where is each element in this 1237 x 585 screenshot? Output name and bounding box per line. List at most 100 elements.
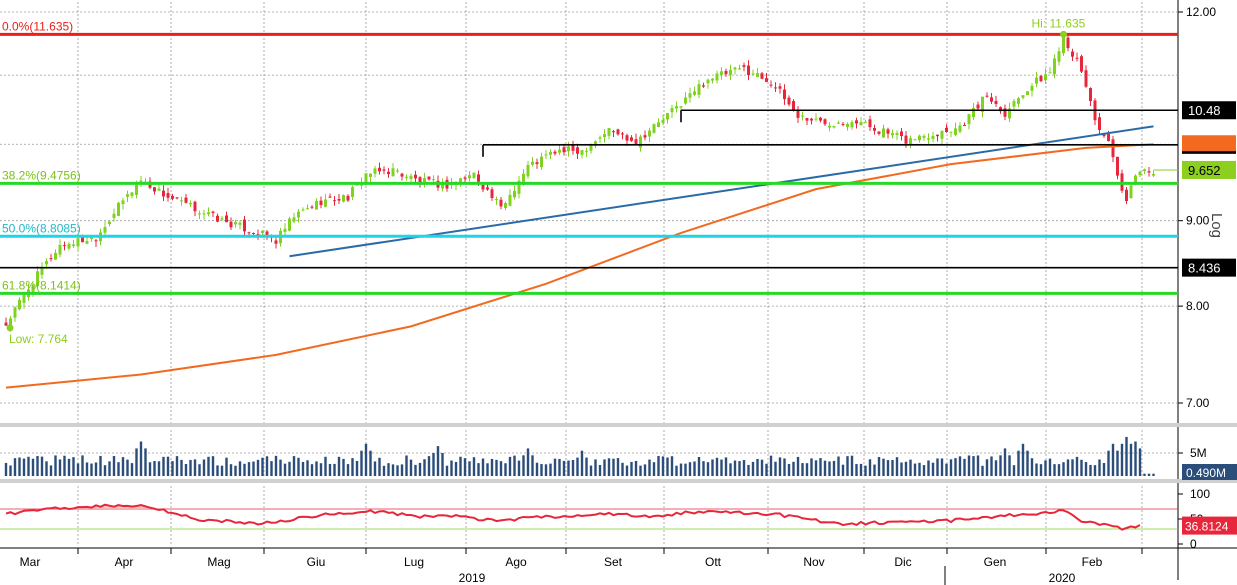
volume-bar [117, 462, 120, 476]
candle-body [1048, 72, 1052, 74]
volume-bar [112, 456, 116, 476]
volume-bar [157, 461, 161, 476]
candle [463, 175, 467, 183]
volume-bar [567, 460, 570, 476]
candle [166, 187, 170, 202]
candle [612, 129, 615, 138]
candle-body [580, 150, 584, 155]
candle-body [967, 114, 971, 125]
log-scale-label: Log [1208, 213, 1225, 238]
candle-body [306, 208, 309, 210]
volume-bar [580, 450, 584, 476]
candle-body [490, 189, 494, 198]
candle [1120, 169, 1124, 194]
candle [4, 317, 8, 326]
candle-body [810, 118, 813, 121]
candle-body [535, 162, 539, 164]
candle-body [342, 195, 345, 202]
candle [711, 77, 714, 84]
candle-body [63, 245, 66, 247]
candle [49, 253, 53, 262]
candle-body [112, 213, 116, 219]
volume-bar [1075, 456, 1079, 476]
candle [1138, 170, 1142, 178]
volume-bar [292, 456, 296, 476]
candle [760, 71, 764, 80]
volume-bar [319, 463, 323, 476]
volume-tag-box [1182, 464, 1237, 480]
volume-bar [747, 464, 750, 476]
candle-body [1030, 85, 1034, 91]
candle [220, 215, 224, 222]
volume-bar [27, 456, 30, 476]
volume-bar [963, 458, 966, 476]
volume-bar [909, 459, 912, 476]
volume-bar [45, 461, 48, 476]
volume-bar [508, 456, 512, 476]
candle-body [918, 135, 921, 141]
candle [724, 68, 728, 77]
year-label: 2020 [1049, 571, 1076, 585]
candle [913, 138, 917, 141]
volume-bar [81, 455, 84, 476]
volume-bar [666, 457, 669, 476]
volume-bar [630, 461, 633, 476]
candle [598, 135, 602, 143]
candle-body [846, 123, 849, 127]
candle [864, 119, 867, 123]
high-label: Hi: 11.635 [1032, 16, 1086, 30]
candle-body [873, 127, 876, 131]
volume-bar [972, 456, 975, 476]
candle [936, 134, 939, 142]
volume-bar [711, 459, 714, 476]
candle-body [940, 130, 944, 139]
candle-body [913, 139, 917, 141]
candle-body [760, 73, 764, 79]
candle [693, 86, 696, 97]
candle [288, 216, 291, 232]
volume-bar [234, 465, 237, 476]
candle [954, 122, 957, 137]
volume-bar [891, 459, 894, 476]
volume-bar [126, 459, 129, 476]
volume-bar [823, 460, 827, 476]
candle [1152, 170, 1155, 178]
candle [837, 120, 840, 125]
volume-bar [621, 462, 624, 476]
candle [310, 205, 314, 210]
volume-bar [517, 460, 521, 476]
candle-body [792, 101, 795, 111]
candle-body [1089, 88, 1092, 102]
volume-bar [675, 465, 678, 476]
candle [958, 122, 962, 134]
candle-body [571, 143, 575, 151]
volume-bar [189, 459, 192, 476]
volume-bar [180, 459, 183, 476]
candle-body [904, 135, 908, 144]
candle-body [234, 222, 237, 225]
candle [787, 95, 791, 107]
candle [382, 166, 386, 175]
volume-bar [562, 460, 566, 476]
candle [108, 220, 111, 227]
candle [846, 122, 849, 131]
volume-bar [657, 455, 660, 476]
candle-body [387, 171, 390, 175]
volume-bar [504, 463, 507, 476]
volume-bar [333, 463, 336, 476]
volume-bar [756, 458, 759, 476]
panel-divider [0, 479, 1237, 483]
candle [940, 130, 944, 145]
candle-body [1057, 51, 1061, 62]
candle [112, 208, 116, 222]
candle [274, 236, 278, 249]
volume-bar [1021, 443, 1025, 476]
volume-bar [1089, 464, 1092, 476]
candle [873, 124, 876, 135]
volume-bar [202, 459, 206, 476]
candle-body [900, 131, 903, 137]
volume-bar [855, 464, 858, 476]
candle-body [1107, 133, 1110, 142]
candle [301, 207, 305, 212]
candle [1066, 33, 1070, 52]
